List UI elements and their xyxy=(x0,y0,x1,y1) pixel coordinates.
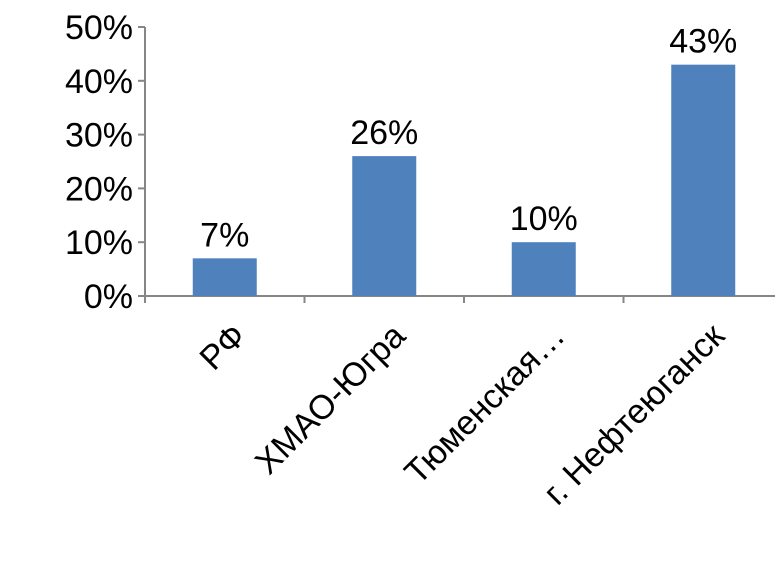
y-tick-label: 50% xyxy=(65,9,133,47)
data-label: 7% xyxy=(200,216,249,254)
y-tick-label: 30% xyxy=(65,117,133,155)
data-label: 10% xyxy=(510,200,578,238)
x-tick-label: Тюменская… xyxy=(397,317,572,492)
x-tick-label: РФ xyxy=(192,317,253,378)
bar xyxy=(352,156,417,296)
bar xyxy=(671,64,736,296)
y-tick-label: 40% xyxy=(65,63,133,101)
bar xyxy=(511,242,576,296)
data-label: 43% xyxy=(669,23,737,61)
y-tick-label: 10% xyxy=(65,224,133,262)
y-tick-label: 20% xyxy=(65,170,133,208)
bar xyxy=(192,258,257,296)
data-label: 26% xyxy=(350,114,418,152)
bars xyxy=(192,64,736,296)
y-tick-label: 0% xyxy=(84,278,133,316)
x-tick-label: ХМАО-Югра xyxy=(248,317,413,482)
